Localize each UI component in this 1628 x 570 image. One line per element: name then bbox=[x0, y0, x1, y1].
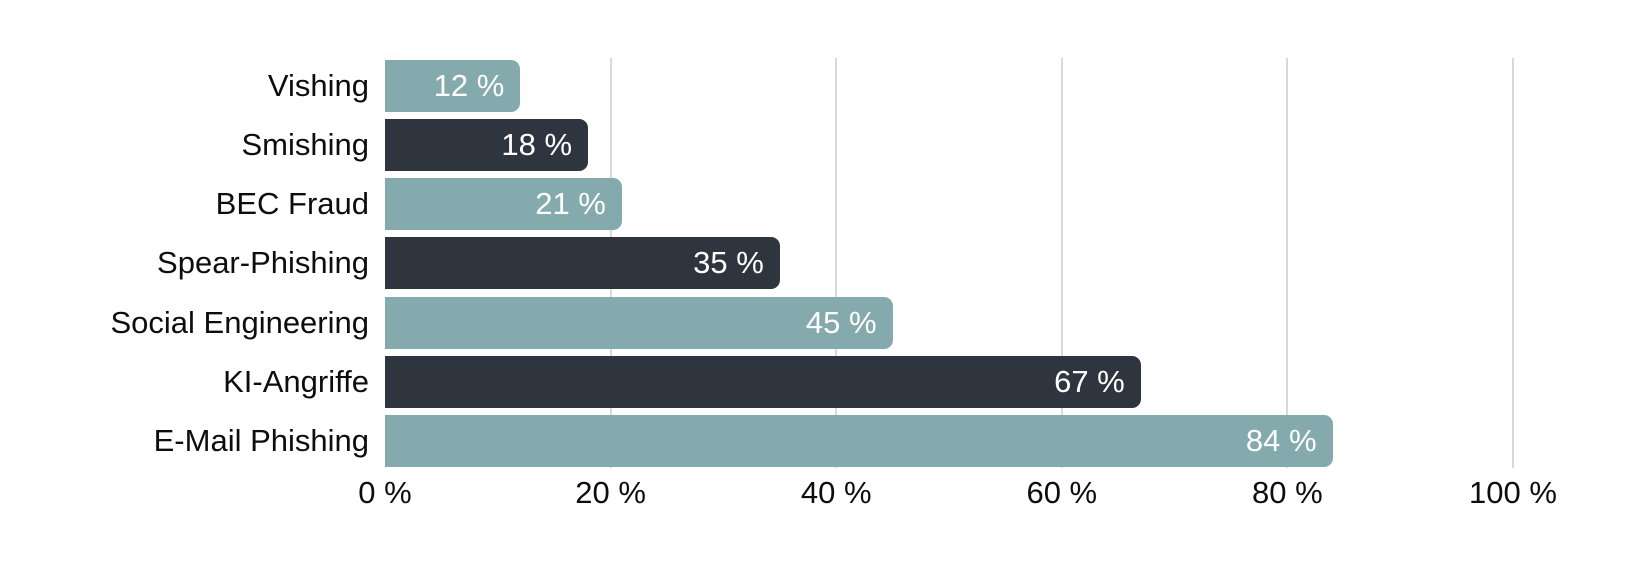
bar-value-label: 45 % bbox=[805, 304, 877, 340]
bar-value-label: 84 % bbox=[1245, 422, 1317, 458]
gridline bbox=[835, 58, 838, 468]
category-label: E-Mail Phishing bbox=[153, 422, 369, 458]
category-label: Vishing bbox=[267, 68, 369, 103]
category-label: Social Engineering bbox=[110, 304, 369, 340]
x-axis-tick: 80 % bbox=[1252, 475, 1323, 510]
category-label: KI-Angriffe bbox=[223, 363, 369, 399]
bar-value-label: 35 % bbox=[693, 245, 764, 281]
x-axis-tick: 20 % bbox=[575, 475, 646, 510]
bar-vishing: 12 % bbox=[385, 60, 521, 112]
plot-area: Vishing 12 % Smishing 18 % BEC Fraud 21 … bbox=[110, 58, 1514, 468]
gridline bbox=[1512, 58, 1514, 468]
bar-row: BEC Fraud 21 % bbox=[216, 178, 1513, 231]
category-label: Spear-Phishing bbox=[157, 245, 369, 281]
bar-value-label: 12 % bbox=[433, 68, 505, 103]
bar-row: Social Engineering 45 % bbox=[110, 296, 1513, 349]
bar-row: KI-Angriffe 67 % bbox=[223, 355, 1513, 408]
bar-bec-fraud: 21 % bbox=[385, 178, 622, 231]
bar-value-label: 18 % bbox=[501, 127, 573, 163]
bar-row: Vishing 12 % bbox=[268, 60, 1513, 112]
bar-row: Spear-Phishing 35 % bbox=[157, 237, 1513, 290]
bar-row: Smishing 18 % bbox=[242, 119, 1513, 172]
bar-smishing: 18 % bbox=[385, 119, 589, 172]
bar-value-label: 21 % bbox=[535, 186, 606, 222]
x-axis-tick: 0 % bbox=[358, 475, 412, 510]
bar-spear-phishing: 35 % bbox=[385, 237, 780, 290]
gridline bbox=[1060, 58, 1063, 468]
bar-email-phishing: 84 % bbox=[385, 414, 1333, 467]
bar-row: E-Mail Phishing 84 % bbox=[154, 414, 1513, 467]
bar-social-engineering: 45 % bbox=[385, 296, 893, 349]
x-axis-tick: 100 % bbox=[1469, 475, 1557, 510]
gridline bbox=[1286, 58, 1289, 468]
bars-container: Vishing 12 % Smishing 18 % BEC Fraud 21 … bbox=[110, 60, 1513, 467]
x-axis-tick: 60 % bbox=[1026, 475, 1098, 510]
bar-ki-angriffe: 67 % bbox=[385, 355, 1141, 408]
category-label: Smishing bbox=[241, 127, 370, 163]
category-label: BEC Fraud bbox=[215, 186, 369, 222]
x-axis-tick: 40 % bbox=[800, 475, 872, 510]
bar-value-label: 67 % bbox=[1054, 363, 1125, 399]
x-axis: 0 % 20 % 40 % 60 % 80 % 100 % bbox=[358, 474, 1557, 514]
